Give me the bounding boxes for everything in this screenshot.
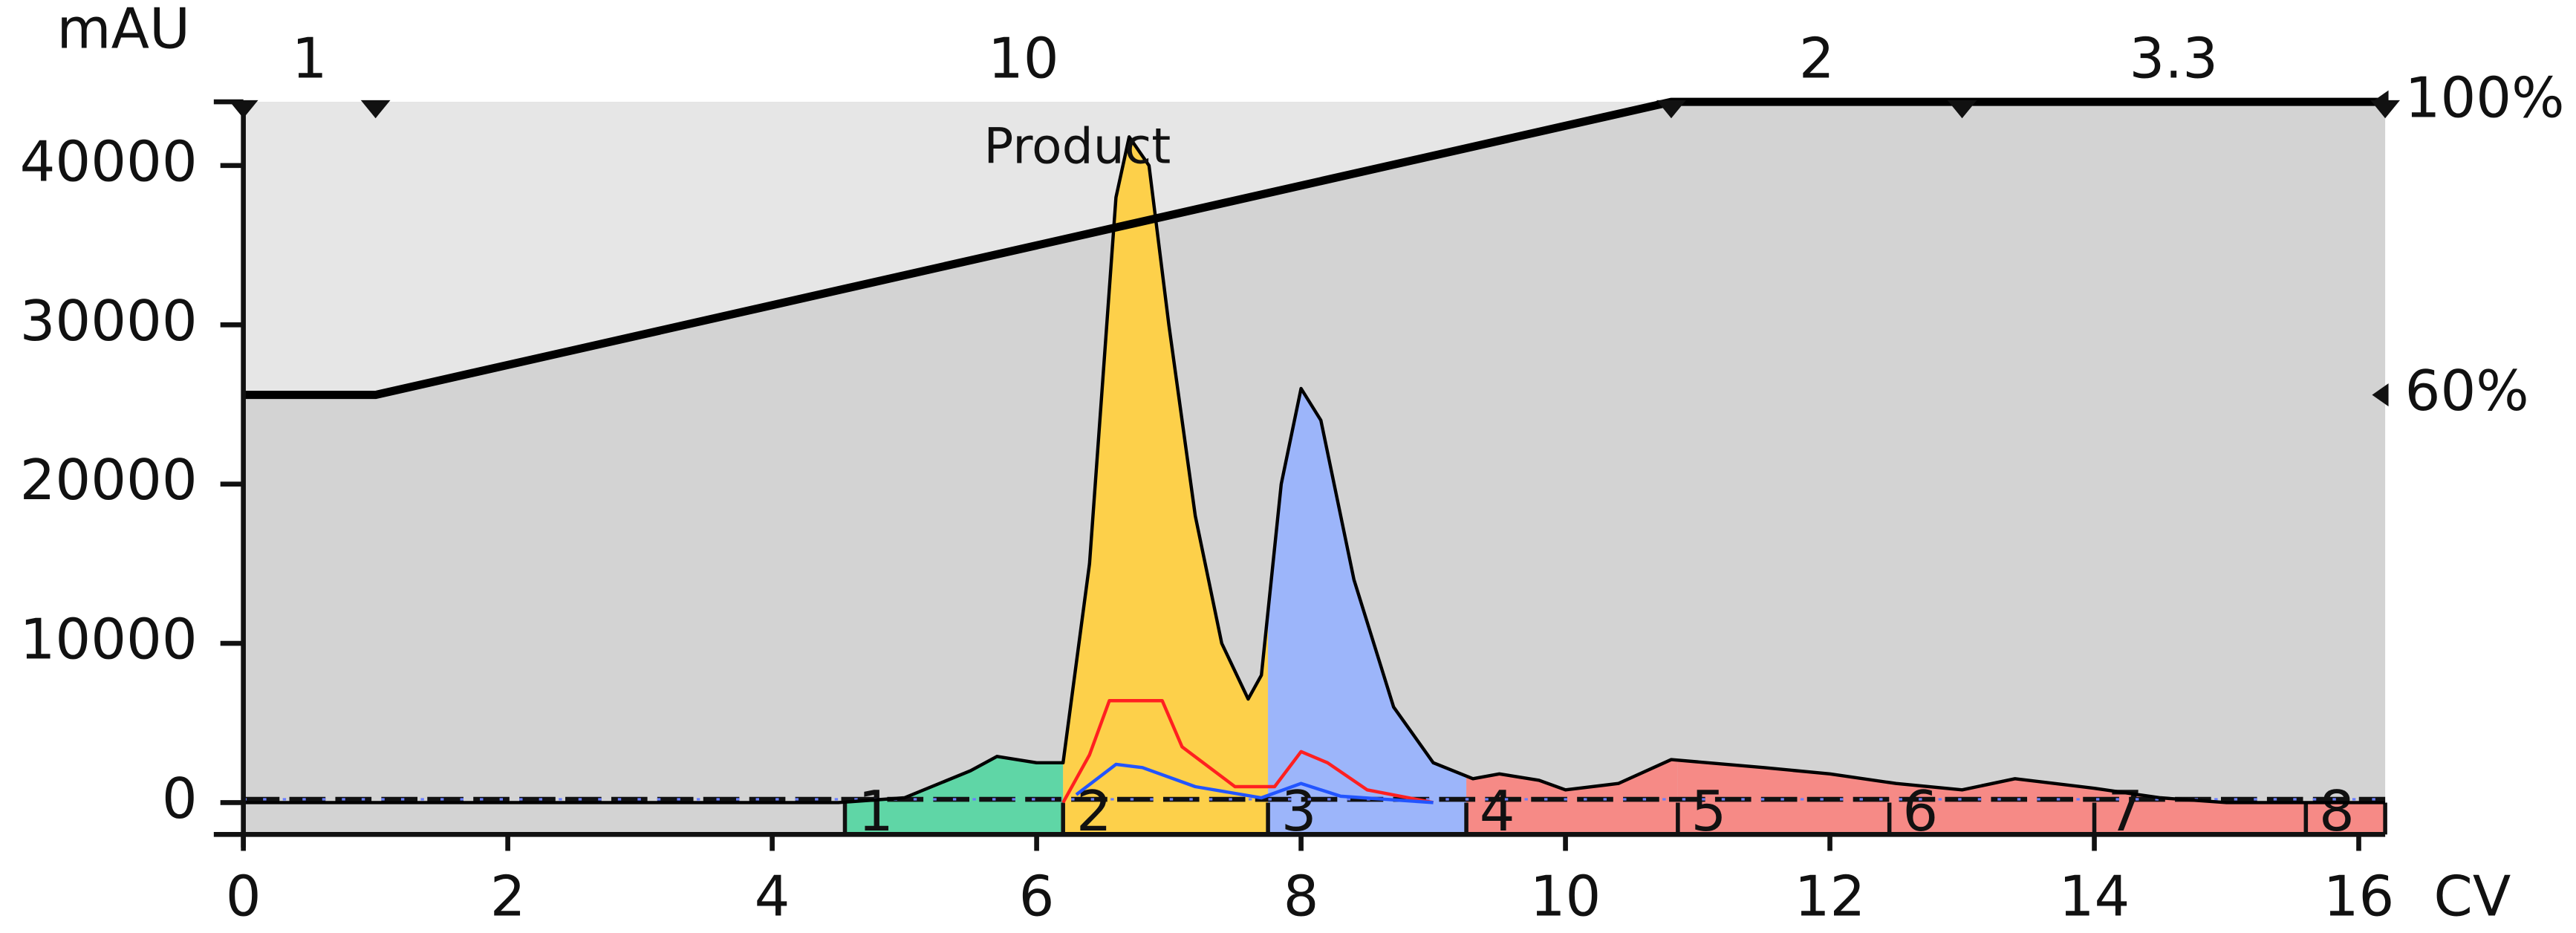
fraction-area [2306, 802, 2386, 835]
x-axis-label: CV [2433, 863, 2511, 929]
y2-tick-label: 60% [2405, 358, 2529, 423]
uv-curve [243, 135, 2386, 804]
annotation: Product [983, 117, 1171, 175]
y-tick-label: 20000 [20, 447, 198, 513]
y2-tick-marker [2372, 383, 2389, 407]
fraction-area [1268, 389, 1467, 835]
x-tick-label: 0 [226, 863, 261, 929]
y-axis-label: mAU [56, 0, 190, 62]
phase-label: 2 [1799, 26, 1835, 91]
x-tick-label: 8 [1284, 863, 1319, 929]
phase-label: 10 [988, 26, 1059, 91]
y-tick-label: 40000 [20, 129, 198, 194]
phase-marker [2370, 100, 2401, 119]
phase-marker [1947, 100, 1977, 119]
uv-curve [1061, 699, 1434, 804]
phase-marker [360, 100, 391, 119]
x-tick-label: 10 [1530, 863, 1601, 929]
x-tick-label: 2 [490, 863, 526, 929]
y2-tick-label: 100% [2405, 65, 2565, 131]
x-tick-label: 4 [755, 863, 790, 929]
gradient-region [243, 102, 2386, 395]
fraction-area [1063, 137, 1269, 835]
y-tick-label: 30000 [20, 288, 198, 354]
x-tick-label: 16 [2323, 863, 2395, 929]
y-tick-label: 10000 [20, 607, 198, 672]
y-tick-label: 0 [162, 766, 198, 831]
phase-label: 1 [292, 26, 328, 91]
fraction-area [1889, 778, 2095, 835]
gradient-line [243, 97, 2386, 400]
x-tick-label: 14 [2059, 863, 2130, 929]
fraction-area [845, 756, 1064, 835]
phase-label: 3.3 [2130, 26, 2219, 91]
x-tick-label: 6 [1019, 863, 1055, 929]
phase-marker [228, 100, 258, 119]
x-tick-label: 12 [1795, 863, 1866, 929]
phase-marker [1656, 100, 1686, 119]
uv-curve [1075, 762, 1434, 804]
